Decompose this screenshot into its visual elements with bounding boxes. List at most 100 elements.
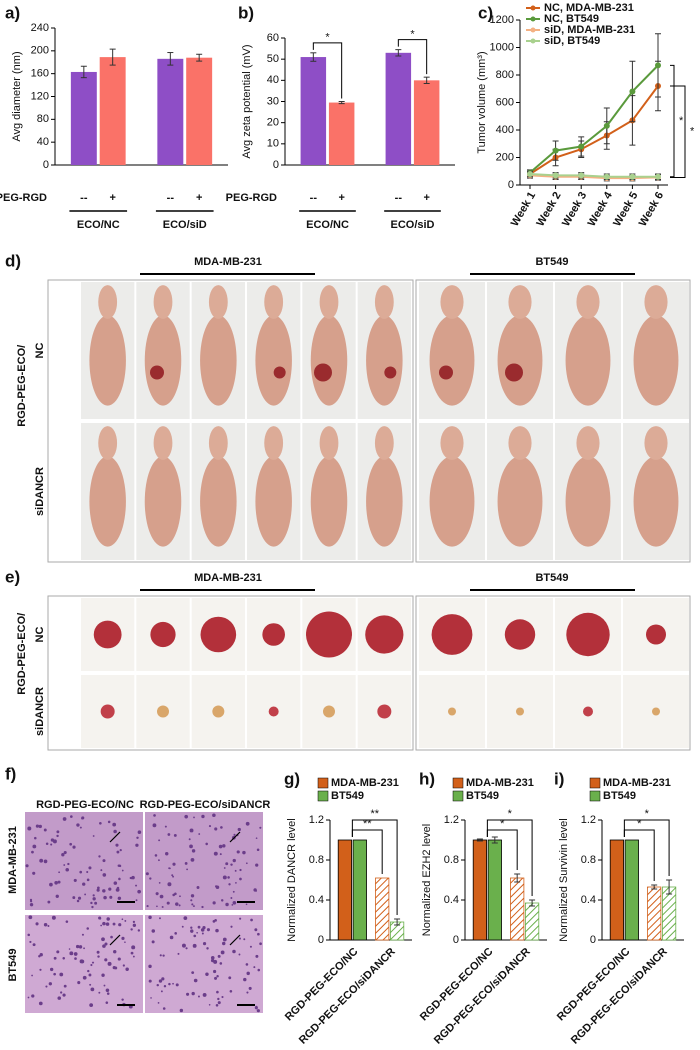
nucleus	[103, 984, 106, 987]
mouse-body	[200, 315, 237, 406]
nucleus	[235, 882, 237, 884]
nucleus	[31, 850, 34, 854]
nucleus	[50, 843, 53, 846]
nucleus	[160, 990, 163, 993]
nucleus	[91, 961, 95, 964]
nucleus	[159, 917, 161, 920]
tumor	[93, 620, 122, 649]
nucleus	[105, 922, 110, 926]
nucleus	[92, 897, 96, 901]
column-label: MDA-MB-231	[194, 572, 262, 584]
nucleus	[215, 1003, 219, 1007]
row-label: PEG-RGD	[0, 192, 47, 204]
nucleus	[214, 919, 217, 922]
nucleus	[191, 903, 194, 906]
nucleus	[193, 934, 197, 938]
arrow	[109, 831, 121, 843]
nucleus	[56, 950, 60, 954]
nucleus	[168, 982, 171, 986]
nucleus	[215, 885, 220, 890]
nucleus	[232, 858, 236, 863]
legend-label: siD, BT549	[544, 35, 600, 47]
y-tick-label: 200	[31, 45, 49, 57]
nucleus	[47, 900, 51, 904]
nucleus	[69, 951, 74, 956]
nucleus	[61, 853, 65, 857]
y-tick-label: 200	[496, 151, 514, 163]
nucleus	[174, 892, 177, 896]
panel-label: e)	[5, 567, 20, 586]
nucleus	[161, 977, 165, 981]
photo-frame	[47, 595, 414, 751]
nucleus	[255, 890, 258, 892]
x-tick-label: --	[167, 192, 175, 204]
y-tick-label: 1.2	[444, 814, 459, 826]
nucleus	[202, 942, 207, 946]
error-bar	[395, 49, 402, 57]
tumor	[365, 615, 404, 654]
nucleus	[79, 870, 83, 874]
nucleus	[45, 985, 48, 988]
nucleus	[164, 825, 167, 828]
error-bar	[338, 101, 345, 105]
tumor	[377, 704, 392, 719]
side-label: RGD-PEG-ECO/	[16, 613, 28, 695]
nucleus	[38, 1001, 43, 1006]
nucleus	[188, 838, 191, 841]
nucleus	[158, 839, 161, 842]
nucleus	[86, 927, 89, 930]
nucleus	[79, 826, 82, 829]
y-tick-label: 0	[453, 934, 459, 946]
x-tick-label: +	[423, 192, 429, 204]
nucleus	[201, 814, 205, 819]
y-tick-label: 0	[508, 179, 514, 191]
nucleus	[191, 991, 195, 996]
nucleus	[255, 863, 259, 867]
nucleus	[90, 963, 93, 967]
nucleus	[65, 920, 69, 923]
nucleus	[65, 868, 69, 872]
nucleus	[208, 825, 212, 828]
nucleus	[213, 959, 218, 964]
y-tick-label: 1.2	[309, 814, 324, 826]
y-axis-title: Normalized Survivin level	[558, 818, 570, 942]
nucleus	[75, 944, 80, 949]
error-bar	[394, 918, 401, 926]
nucleus	[45, 842, 49, 845]
nucleus	[230, 925, 233, 928]
legend-swatch	[317, 777, 329, 789]
nucleus	[86, 871, 89, 874]
nucleus	[191, 849, 196, 853]
nucleus	[184, 814, 189, 819]
mouse-body	[200, 456, 237, 547]
mouse-body	[429, 315, 475, 406]
column-label: RGD-PEG-ECO/NC	[36, 799, 134, 811]
nucleus	[189, 844, 193, 849]
nucleus	[255, 1005, 258, 1009]
nucleus	[148, 979, 152, 983]
nucleus	[98, 855, 101, 858]
y-axis-title: Tumor volume (mm³)	[476, 51, 488, 153]
mouse-head	[264, 285, 284, 319]
nucleus	[151, 929, 156, 933]
nucleus	[175, 902, 179, 906]
nucleus	[49, 882, 53, 887]
tumor	[273, 366, 286, 379]
row-label: BT549	[7, 948, 19, 981]
tumor	[100, 704, 115, 719]
nucleus	[76, 899, 80, 903]
nucleus	[149, 877, 152, 880]
nucleus	[104, 958, 108, 962]
annotation-bracket	[312, 42, 343, 99]
tumor	[384, 366, 397, 379]
legend-swatch	[589, 777, 601, 789]
nucleus	[102, 944, 106, 948]
nucleus	[190, 894, 195, 898]
y-tick-label: 0.8	[444, 854, 459, 866]
point	[552, 172, 559, 179]
nucleus	[96, 888, 100, 892]
tumor	[439, 365, 453, 380]
panel-label: f)	[5, 764, 16, 783]
tumor	[652, 707, 660, 716]
nucleus	[137, 929, 141, 932]
